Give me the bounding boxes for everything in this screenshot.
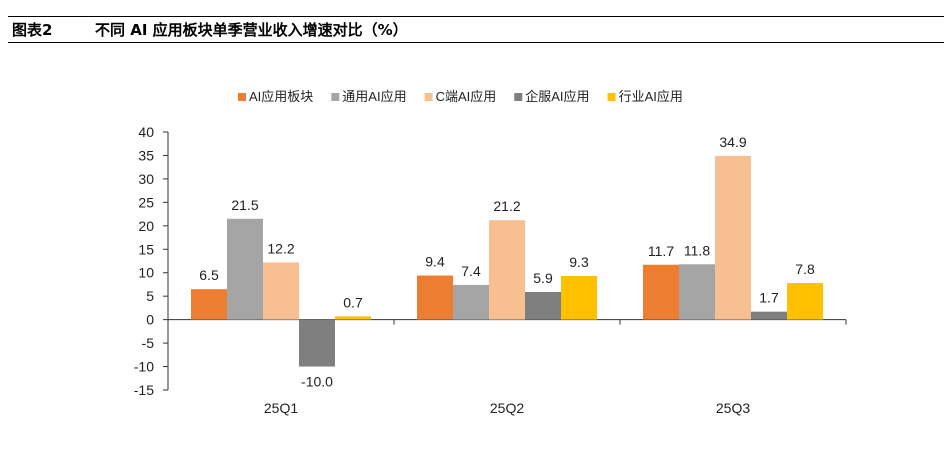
legend-label: 企服AI应用	[525, 89, 589, 104]
bar	[787, 283, 823, 320]
y-tick-label: -15	[134, 382, 154, 398]
data-label: 5.9	[533, 270, 553, 286]
y-tick-label: 30	[138, 171, 154, 187]
bar	[335, 316, 371, 320]
legend-swatch	[514, 93, 523, 101]
y-tick-label: 20	[138, 218, 154, 234]
data-label: 9.4	[425, 254, 445, 270]
figure-label: 图表2	[12, 21, 53, 39]
legend-label: 行业AI应用	[619, 89, 683, 104]
data-label: 1.7	[759, 290, 779, 306]
y-tick-label: -10	[134, 359, 154, 375]
data-label: 21.5	[231, 197, 258, 213]
legend-swatch	[424, 93, 433, 101]
legend-label: C端AI应用	[436, 89, 497, 104]
bar	[263, 262, 299, 320]
y-tick-label: 10	[138, 265, 154, 281]
data-label: 7.4	[461, 263, 481, 279]
bar	[715, 155, 751, 320]
legend-label: 通用AI应用	[342, 89, 406, 104]
x-tick-label: 25Q2	[490, 400, 524, 416]
header-rule	[8, 42, 944, 43]
data-label: 21.2	[493, 198, 520, 214]
data-label: 34.9	[719, 134, 746, 150]
y-tick-label: 0	[146, 312, 154, 328]
figure-header: 图表2 不同 AI 应用板块单季营业收入增速对比（%）	[8, 20, 944, 42]
top-rule	[8, 16, 944, 17]
y-tick-label: 15	[138, 241, 154, 257]
bar	[561, 276, 597, 320]
data-label: 9.3	[569, 254, 589, 270]
bar	[679, 264, 715, 320]
bar	[417, 275, 453, 320]
bar	[525, 291, 561, 320]
y-tick-label: 35	[138, 147, 154, 163]
y-tick-label: 5	[146, 288, 154, 304]
x-tick-label: 25Q3	[716, 400, 750, 416]
data-label: 0.7	[343, 294, 363, 310]
y-tick-label: -5	[142, 335, 155, 351]
y-tick-label: 25	[138, 194, 154, 210]
legend-swatch	[607, 93, 616, 101]
bar	[227, 218, 263, 320]
data-label: 6.5	[199, 267, 219, 283]
y-tick-label: 40	[138, 124, 154, 140]
legend-label: AI应用板块	[249, 89, 313, 104]
data-label: 12.2	[267, 240, 294, 256]
bar	[489, 220, 525, 320]
bar	[453, 284, 489, 320]
data-label: 11.8	[684, 242, 710, 258]
legend-swatch	[331, 93, 340, 101]
bar	[751, 311, 787, 320]
bar	[643, 264, 679, 320]
data-label: 11.7	[648, 243, 674, 259]
bar	[191, 289, 227, 320]
x-tick-label: 25Q1	[264, 400, 298, 416]
data-label: -10.0	[301, 374, 333, 390]
figure-title: 不同 AI 应用板块单季营业收入增速对比（%）	[95, 21, 408, 39]
legend-swatch	[238, 93, 246, 101]
bar	[299, 319, 335, 367]
data-label: 7.8	[795, 261, 815, 277]
